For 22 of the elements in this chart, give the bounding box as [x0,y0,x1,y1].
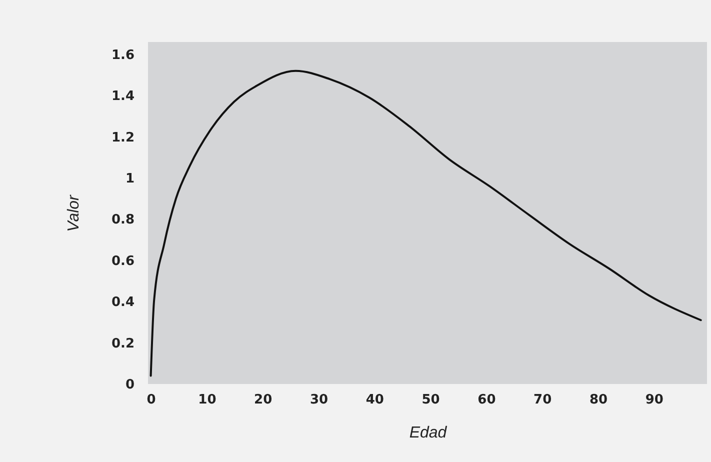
y-axis-title: Valor [65,194,82,232]
y-tick-label: 1.6 [111,48,134,63]
y-tick-label: 0.6 [111,254,134,269]
x-tick-label: 40 [366,392,384,408]
x-tick-label: 80 [589,392,608,408]
y-tick-label: 1 [125,171,134,186]
x-axis-title: Edad [409,424,448,442]
line-series [150,70,702,377]
y-tick-label: 1.4 [111,89,134,104]
x-tick-label: 70 [534,392,552,408]
x-tick-label: 90 [645,392,664,408]
x-tick-label: 10 [198,392,216,408]
y-tick-label: 1.2 [111,130,134,146]
y-tick-label: 0.4 [111,295,134,310]
x-tick-label: 50 [422,392,440,408]
y-tick-label: 0.2 [111,336,134,352]
y-tick-label: 0.8 [111,212,134,228]
x-tick-label: 20 [254,392,272,408]
x-tick-label: 30 [310,392,328,408]
y-tick-label: 0 [125,378,134,392]
x-tick-label: 0 [146,392,156,408]
x-tick-label: 60 [478,392,496,408]
